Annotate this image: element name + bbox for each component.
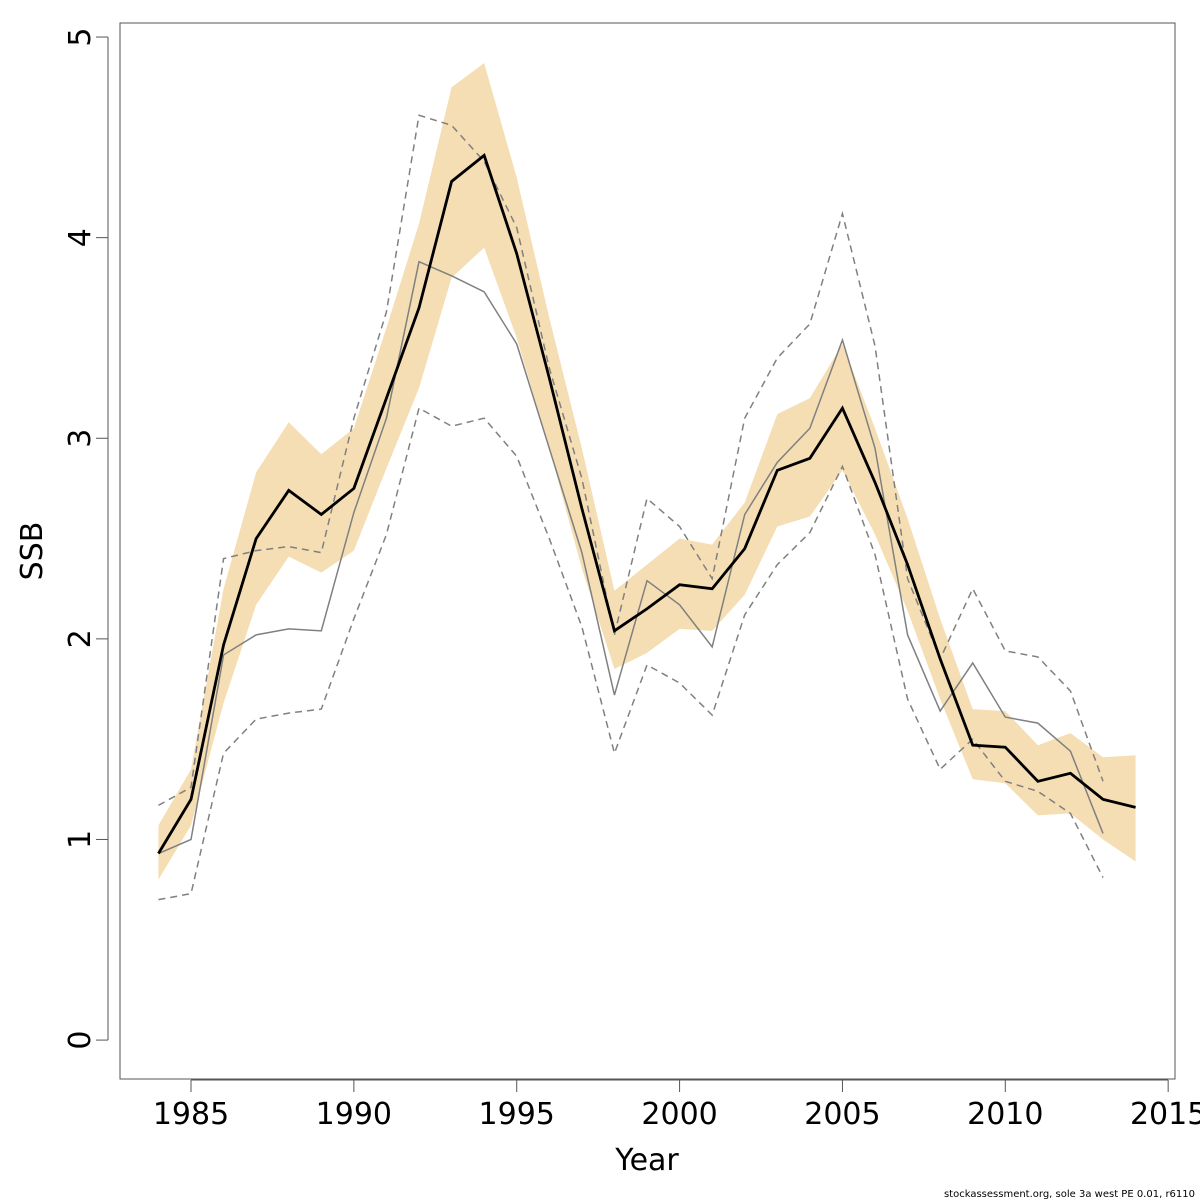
x-axis-label: Year [614,1143,679,1178]
x-tick-label: 2005 [804,1097,880,1132]
y-axis-label: SSB [15,522,50,581]
x-tick-label: 2000 [641,1097,717,1132]
series-line [158,260,1104,855]
x-tick-label: 2015 [1130,1097,1200,1132]
y-tick-label: 1 [63,830,98,849]
y-tick-label: 4 [63,228,98,247]
y-tick-label: 0 [63,1031,98,1050]
confidence-band [158,63,1136,880]
x-tick-label: 1995 [479,1097,555,1132]
y-tick-label: 5 [63,27,98,46]
footnote: stockassessment.org, sole 3a west PE 0.0… [944,1189,1195,1200]
series-line [157,153,1136,855]
plot-frame [119,22,1176,1080]
series-line [158,407,1104,901]
x-tick-label: 1990 [316,1097,392,1132]
series-line [158,114,1104,807]
y-tick-label: 3 [63,429,98,448]
x-tick-label: 1985 [153,1097,229,1132]
y-tick-label: 2 [63,629,98,648]
x-tick-label: 2010 [967,1097,1043,1132]
